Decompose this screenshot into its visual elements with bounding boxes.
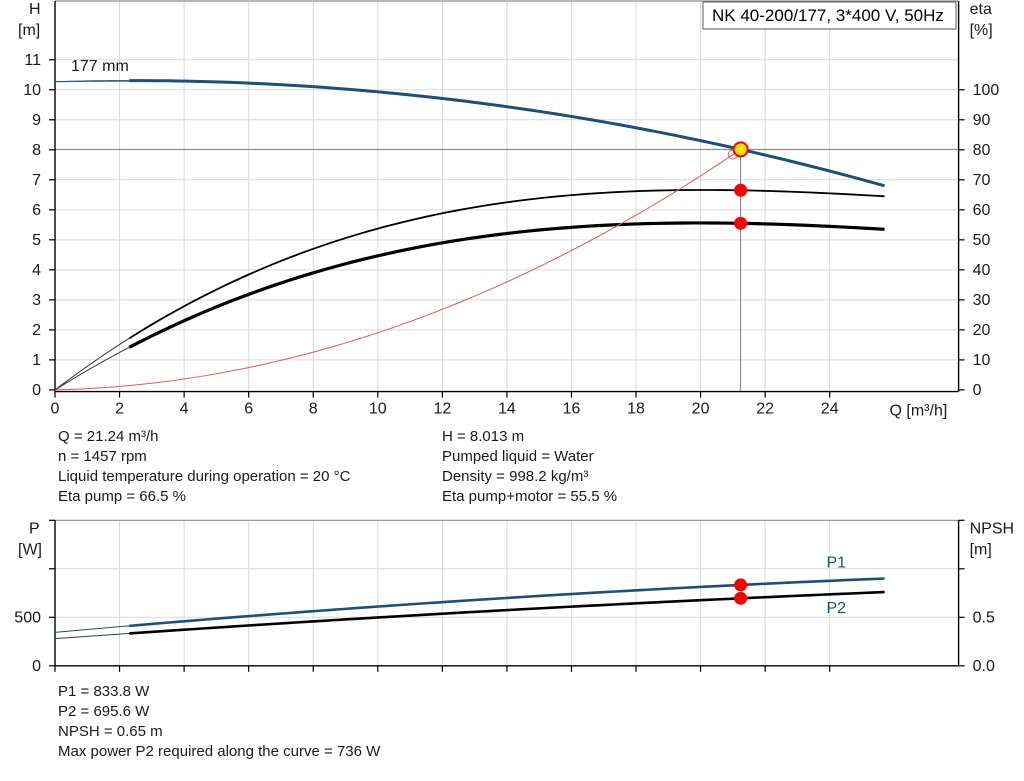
svg-text:[W]: [W] [18, 541, 42, 558]
svg-text:2: 2 [115, 401, 124, 418]
svg-text:8: 8 [309, 401, 318, 418]
svg-text:9: 9 [32, 112, 41, 129]
svg-text:0: 0 [51, 401, 60, 418]
svg-text:11: 11 [24, 52, 41, 69]
svg-text:P: P [29, 520, 40, 537]
svg-text:0: 0 [973, 382, 982, 399]
svg-text:7: 7 [32, 172, 41, 189]
svg-text:90: 90 [973, 112, 991, 129]
svg-text:0.0: 0.0 [973, 658, 995, 675]
svg-text:NPSH: NPSH [970, 520, 1014, 537]
svg-text:H: H [29, 1, 41, 18]
svg-text:3: 3 [32, 292, 41, 309]
svg-text:50: 50 [973, 232, 991, 249]
svg-text:22: 22 [756, 401, 774, 418]
svg-text:0.5: 0.5 [973, 609, 995, 626]
svg-text:P1: P1 [826, 554, 846, 571]
svg-text:4: 4 [32, 262, 41, 279]
svg-text:177 mm: 177 mm [71, 58, 129, 75]
svg-text:8: 8 [32, 142, 41, 159]
svg-text:24: 24 [821, 401, 839, 418]
svg-text:12: 12 [433, 401, 451, 418]
svg-text:20: 20 [973, 322, 991, 339]
svg-text:70: 70 [973, 172, 991, 189]
svg-text:16: 16 [563, 401, 581, 418]
svg-text:0: 0 [32, 382, 41, 399]
svg-text:6: 6 [32, 202, 41, 219]
svg-text:4: 4 [180, 401, 189, 418]
svg-text:5: 5 [32, 232, 41, 249]
svg-text:10: 10 [23, 82, 41, 99]
svg-text:10: 10 [369, 401, 387, 418]
svg-text:500: 500 [14, 609, 41, 626]
svg-text:60: 60 [973, 202, 991, 219]
svg-text:[m]: [m] [970, 541, 992, 558]
svg-text:P2: P2 [826, 600, 846, 617]
svg-text:100: 100 [973, 82, 1000, 99]
svg-text:2: 2 [32, 322, 41, 339]
svg-text:[m]: [m] [18, 22, 40, 39]
svg-text:14: 14 [498, 401, 516, 418]
svg-text:10: 10 [973, 352, 991, 369]
svg-text:6: 6 [244, 401, 253, 418]
svg-text:20: 20 [692, 401, 710, 418]
svg-text:18: 18 [627, 401, 645, 418]
svg-text:eta: eta [970, 1, 992, 18]
svg-text:30: 30 [973, 292, 991, 309]
svg-text:Q [m³/h]: Q [m³/h] [890, 403, 948, 420]
svg-text:40: 40 [973, 262, 991, 279]
svg-text:0: 0 [32, 658, 41, 675]
svg-text:1: 1 [32, 352, 41, 369]
svg-text:[%]: [%] [970, 22, 993, 39]
svg-text:80: 80 [973, 142, 991, 159]
svg-text:NK 40-200/177, 3*400 V, 50Hz: NK 40-200/177, 3*400 V, 50Hz [712, 6, 944, 25]
